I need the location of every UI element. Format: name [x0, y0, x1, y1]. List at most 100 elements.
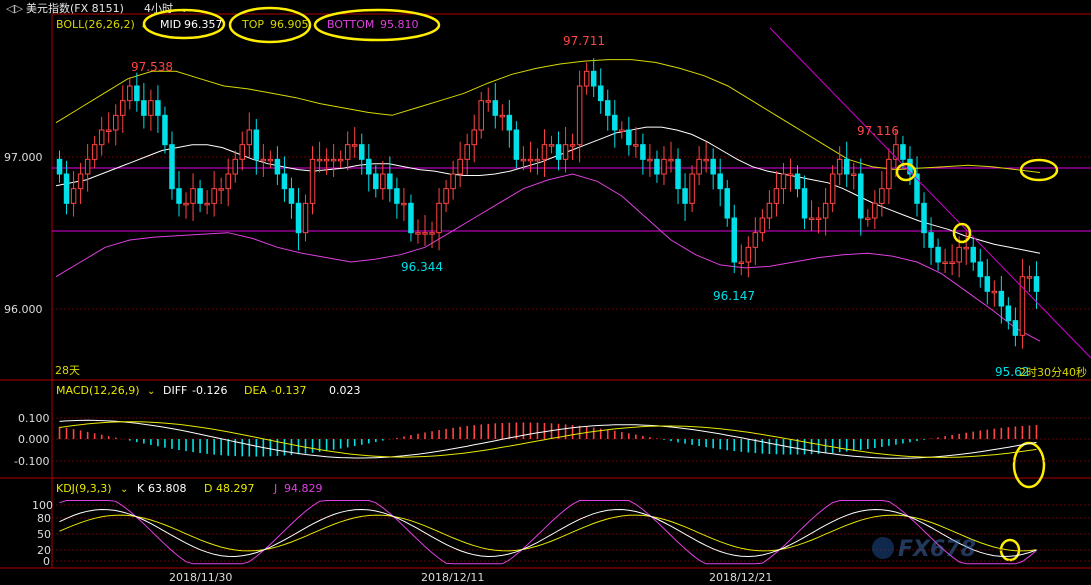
candle-up	[351, 144, 358, 147]
candle-down	[675, 158, 681, 190]
candle-up	[815, 217, 822, 220]
boll-label[interactable]: BOLL(26,26,2)	[56, 18, 135, 31]
boll-mid-name: MID	[160, 18, 181, 31]
candle-up	[457, 158, 463, 175]
candle-down	[387, 173, 393, 190]
candle-down	[626, 129, 632, 146]
candle-down	[506, 114, 513, 131]
candle-down	[492, 100, 499, 116]
candle-up	[120, 100, 126, 116]
candle-up	[211, 188, 217, 204]
candle-up	[309, 158, 316, 204]
candle-down	[555, 144, 562, 160]
candle-down	[162, 114, 168, 146]
candle-up	[879, 188, 885, 204]
candle-down	[394, 188, 400, 204]
candle-down	[1012, 320, 1019, 336]
candle-up	[696, 158, 702, 175]
price-axis-label: 97.000	[4, 151, 43, 164]
watermark-text: FX678	[898, 537, 976, 562]
macd-grid	[52, 417, 1091, 462]
candle-down	[408, 202, 414, 234]
candle-up	[647, 158, 653, 162]
candle-up	[745, 246, 752, 263]
candle-down	[1005, 305, 1012, 322]
macd-diff-name: DIFF	[163, 384, 187, 397]
kdj-axis-label: 100	[32, 499, 53, 512]
candle-down	[998, 290, 1005, 307]
boll-header: BOLL(26,26,2) ⌄ MID 96.357 TOP 96.905 BO…	[56, 18, 419, 31]
candle-down	[155, 100, 161, 116]
candle-down	[801, 188, 808, 219]
candle-up	[70, 188, 77, 204]
candle-up	[148, 100, 154, 116]
kdj-d-line	[59, 514, 1037, 552]
candle-up	[415, 232, 421, 235]
candle-up	[991, 290, 998, 294]
candle-up	[766, 202, 773, 219]
candle-down	[970, 246, 976, 263]
nav-arrows[interactable]: ◁▷	[6, 2, 23, 15]
candle-down	[590, 70, 597, 87]
chevron-down-icon[interactable]: ⌄	[120, 484, 128, 495]
high-annotation: 97.538	[131, 60, 173, 74]
candle-up	[127, 85, 133, 102]
highlight-ellipse	[142, 8, 226, 40]
kdj-label[interactable]: KDJ(9,3,3)	[56, 482, 112, 495]
candle-down	[928, 232, 934, 248]
candle-up	[808, 217, 815, 220]
kdj-k-name: K	[137, 482, 145, 495]
candle-up	[703, 158, 709, 162]
macd-axis-label: 0.100	[18, 412, 50, 425]
candle-up	[98, 129, 105, 146]
boll-mid-value: 96.357	[184, 18, 223, 31]
kdj-k-line	[59, 508, 1037, 558]
candle-up	[850, 173, 857, 176]
candle-up	[865, 217, 871, 220]
candle-up	[534, 158, 541, 162]
chevron-down-icon[interactable]: ⌄	[147, 386, 155, 397]
candle-down	[176, 188, 182, 204]
candle-up	[330, 158, 337, 162]
price-grid	[52, 156, 1091, 310]
candle-up	[204, 202, 210, 206]
candle-up	[232, 158, 238, 175]
candle-up	[337, 158, 344, 162]
high-annotation: 97.116	[857, 124, 899, 138]
candle-up	[836, 158, 843, 175]
kdj-axis-label: 80	[37, 512, 51, 525]
candle-down	[63, 173, 70, 204]
candle-up	[471, 129, 477, 146]
kdj-d-name: D	[204, 482, 212, 495]
candle-down	[977, 261, 984, 278]
candle-up	[583, 70, 590, 87]
price-axis-label: 96.000	[4, 303, 43, 316]
instrument-title: 美元指数(FX 8151)	[26, 1, 124, 15]
kdj-d-value: 48.297	[216, 482, 255, 495]
days-label: 28天	[55, 364, 80, 377]
candle-down	[914, 173, 920, 204]
candle-up	[436, 202, 442, 234]
macd-dea-name: DEA	[244, 384, 267, 397]
candle-down	[295, 202, 302, 234]
candle-down	[843, 158, 850, 175]
candle-up	[499, 114, 506, 118]
candle-up	[942, 261, 948, 264]
candle-down	[274, 158, 281, 175]
candle-down	[1033, 276, 1040, 292]
candle-up	[780, 173, 787, 190]
candle-up	[759, 217, 766, 234]
candle-up	[485, 100, 492, 103]
candle-up	[344, 144, 351, 160]
downtrend-line[interactable]	[769, 27, 1091, 359]
candle-down	[281, 173, 288, 190]
boll-bottom-name: BOTTOM	[327, 18, 374, 31]
candle-up	[380, 173, 386, 190]
candle-down	[724, 188, 730, 219]
candle-up	[752, 232, 759, 248]
macd-label[interactable]: MACD(12,26,9)	[56, 384, 140, 397]
panel-frames	[0, 13, 1091, 569]
kdj-j-name: J	[273, 482, 277, 495]
kdj-axis-label: 50	[37, 528, 51, 541]
